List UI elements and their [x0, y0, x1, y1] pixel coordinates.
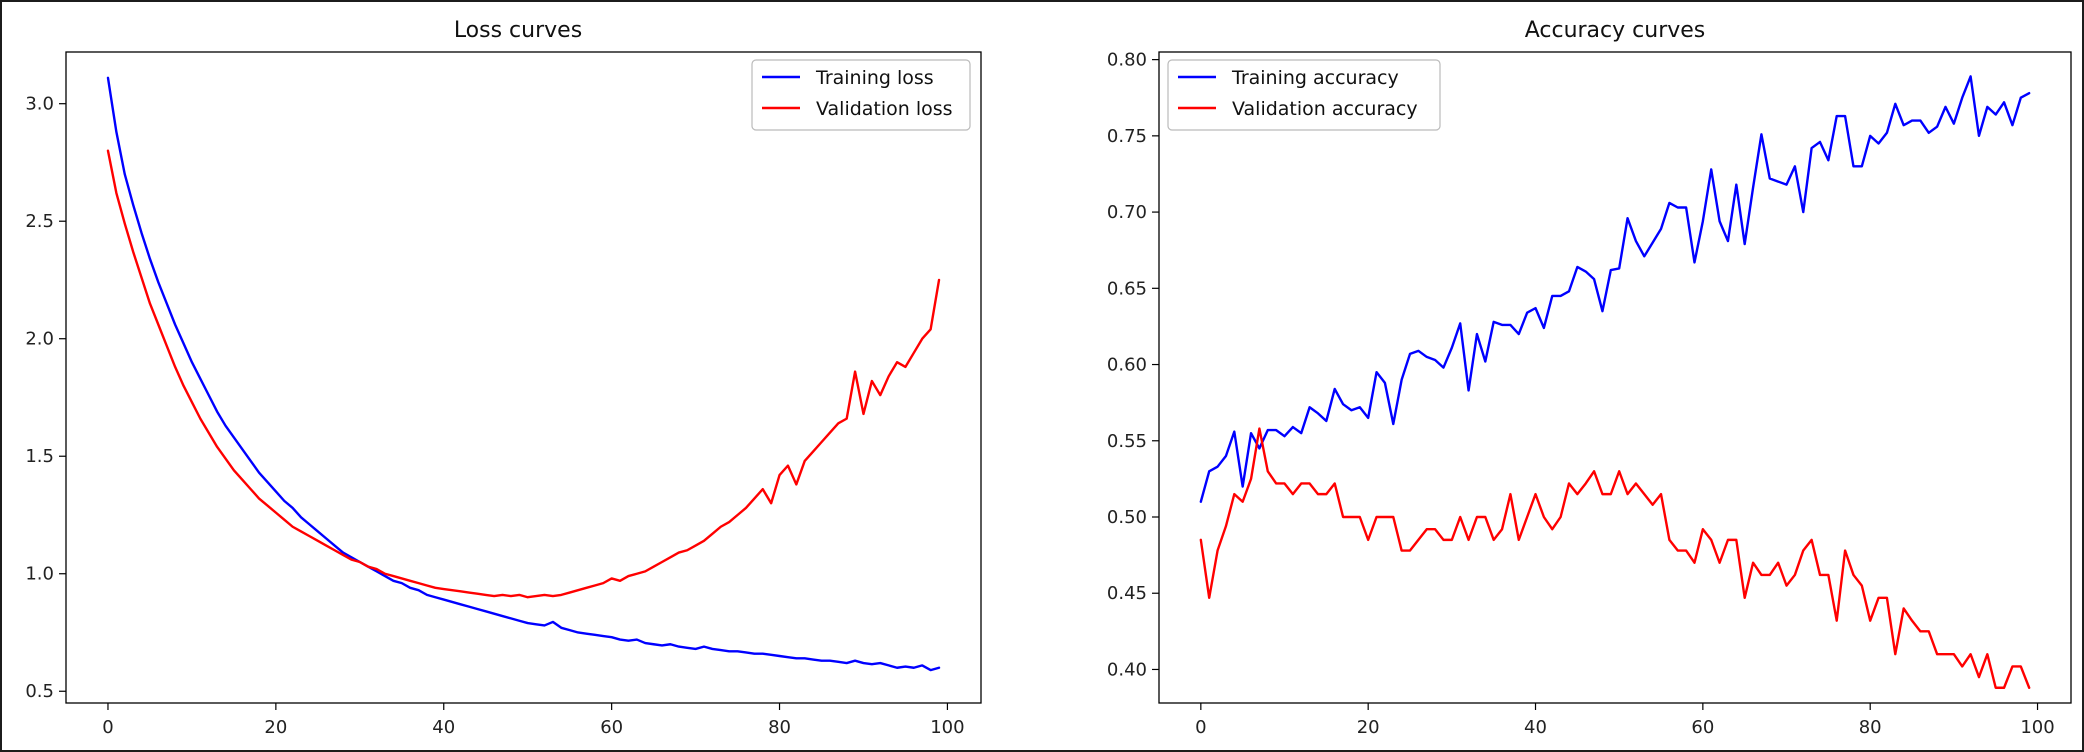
accuracy-axes-frame: [1158, 51, 2072, 704]
accuracy-y-tick-label: 0.45: [1107, 583, 1147, 604]
loss-legend-label-validation: Validation loss: [816, 98, 953, 120]
loss-x-tick-label: 20: [264, 717, 287, 738]
accuracy-y-tick-label: 0.40: [1107, 659, 1147, 680]
accuracy-legend: Training accuracy Validation accuracy: [1167, 59, 1441, 131]
accuracy-y-tick-label: 0.60: [1107, 355, 1147, 376]
accuracy-x-tick-label: 60: [1691, 717, 1714, 738]
accuracy-axes: 0 20 40 60 80 100 0.40 0.45 0.50 0.55 0.60 0.65 0.70…: [1107, 50, 2072, 738]
accuracy-y-tick-label: 0.75: [1107, 126, 1147, 147]
accuracy-chart: Accuracy curves 0 20 40 60 80 100 0.40 0.45 0.50…: [1107, 18, 2072, 738]
loss-y-tick-label: 1.0: [25, 564, 54, 585]
loss-y-tick-label: 0.5: [25, 681, 54, 702]
loss-series-line-validation: [106, 149, 941, 599]
loss-series-line-training: [106, 76, 941, 672]
loss-x-tick-label: 60: [600, 717, 623, 738]
loss-y-tick-label: 3.0: [25, 94, 54, 115]
accuracy-x-tick-label: 40: [1524, 717, 1547, 738]
loss-chart: Loss curves 0 20 40 60 80 100 0.5 1.0 1.5 2.0 2.5 3…: [25, 18, 982, 738]
loss-x-tick-label: 80: [768, 717, 791, 738]
loss-x-tick-label: 0: [102, 717, 113, 738]
accuracy-x-tick-label: 20: [1357, 717, 1380, 738]
accuracy-y-tick-label: 0.65: [1107, 278, 1147, 299]
loss-legend-box: [751, 59, 971, 131]
accuracy-y-tick-label: 0.80: [1107, 50, 1147, 71]
accuracy-y-tick-label: 0.50: [1107, 507, 1147, 528]
loss-axes: 0 20 40 60 80 100 0.5 1.0 1.5 2.0 2.5 3.0: [25, 51, 982, 738]
loss-y-tick-label: 2.5: [25, 211, 54, 232]
accuracy-legend-label-training: Training accuracy: [1231, 67, 1399, 89]
loss-x-tick-label: 100: [930, 717, 964, 738]
loss-legend: Training loss Validation loss: [751, 59, 971, 131]
accuracy-series-line-validation: [1199, 427, 2031, 689]
accuracy-x-tick-label: 80: [1859, 717, 1882, 738]
accuracy-x-tick-label: 0: [1195, 717, 1206, 738]
loss-x-tick-label: 40: [432, 717, 455, 738]
loss-y-tick-label: 1.5: [25, 446, 54, 467]
accuracy-plot-area: [1199, 75, 2031, 689]
accuracy-chart-title: Accuracy curves: [1525, 18, 1706, 43]
loss-y-tick-label: 2.0: [25, 329, 54, 350]
loss-legend-label-training: Training loss: [815, 67, 934, 89]
loss-chart-title: Loss curves: [454, 18, 582, 43]
accuracy-y-tick-label: 0.70: [1107, 202, 1147, 223]
accuracy-legend-box: [1167, 59, 1441, 131]
accuracy-legend-label-validation: Validation accuracy: [1232, 98, 1418, 120]
loss-axes-frame: [65, 51, 982, 704]
loss-plot-area: [106, 76, 941, 672]
accuracy-series-line-training: [1199, 75, 2031, 503]
accuracy-x-tick-label: 100: [2020, 717, 2054, 738]
accuracy-y-tick-label: 0.55: [1107, 431, 1147, 452]
